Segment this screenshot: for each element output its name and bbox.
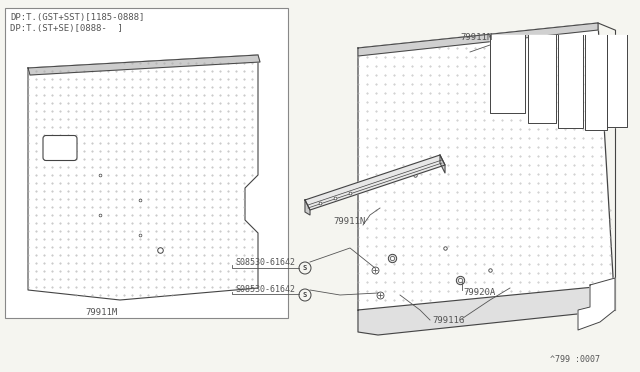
Polygon shape [28, 55, 258, 300]
Polygon shape [305, 155, 445, 210]
Polygon shape [585, 35, 607, 130]
Text: S: S [303, 265, 307, 271]
Text: 79911M: 79911M [85, 308, 117, 317]
Text: S08530-61642: S08530-61642 [235, 285, 295, 294]
Text: DP:T.(GST+SST)[1185-0888]: DP:T.(GST+SST)[1185-0888] [10, 13, 145, 22]
Polygon shape [358, 285, 615, 335]
Polygon shape [358, 23, 598, 56]
Polygon shape [558, 35, 583, 128]
Polygon shape [490, 35, 525, 113]
Text: 79920A: 79920A [463, 288, 495, 297]
FancyBboxPatch shape [43, 135, 77, 160]
Bar [5, 8, 288, 318]
Polygon shape [305, 200, 310, 215]
Text: ^799 :0007: ^799 :0007 [550, 355, 600, 364]
Polygon shape [578, 278, 615, 330]
Text: S: S [303, 292, 307, 298]
Polygon shape [28, 55, 260, 75]
Text: 79911G: 79911G [432, 316, 464, 325]
Text: DP:T.(ST+SE)[0888-  ]: DP:T.(ST+SE)[0888- ] [10, 24, 123, 33]
Polygon shape [607, 35, 627, 127]
Polygon shape [358, 23, 615, 332]
Text: 79911N: 79911N [460, 33, 492, 42]
Polygon shape [440, 155, 445, 173]
Polygon shape [528, 35, 556, 123]
Text: S08530-61642: S08530-61642 [235, 258, 295, 267]
Text: 79911N: 79911N [333, 217, 365, 226]
